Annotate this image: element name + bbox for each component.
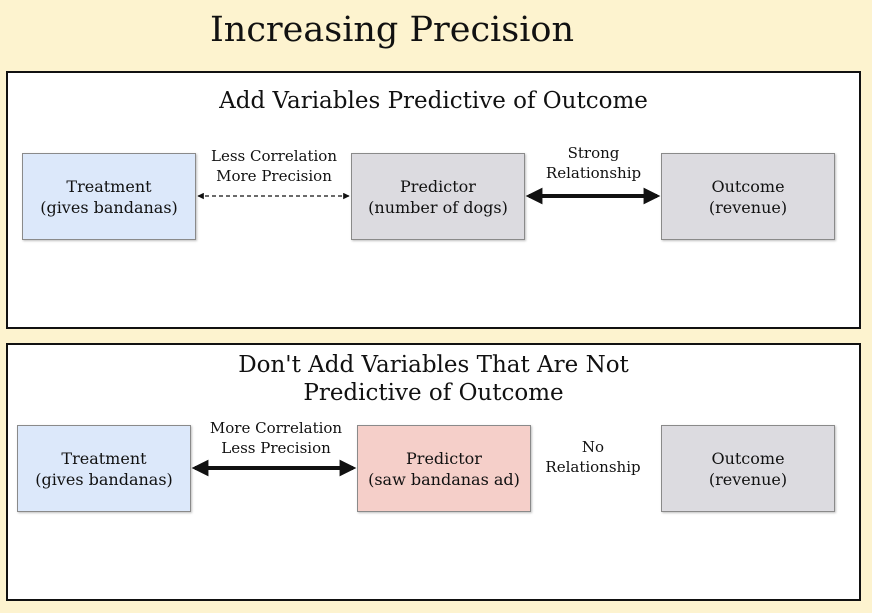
top-left-link-line1: Less Correlation	[211, 147, 337, 165]
top-outcome-box: Outcome (revenue)	[661, 153, 835, 240]
bottom-right-link-label: No Relationship	[531, 437, 655, 477]
bottom-predictor-box: Predictor (saw bandanas ad)	[357, 425, 531, 512]
bottom-right-link-line1: No	[581, 438, 605, 456]
top-treatment-sublabel: (gives bandanas)	[40, 197, 178, 217]
bottom-predictor-label: Predictor	[406, 448, 482, 468]
panel-bottom-title-line1: Don't Add Variables That Are Not	[238, 352, 629, 378]
bottom-treatment-box: Treatment (gives bandanas)	[17, 425, 191, 512]
bottom-treatment-sublabel: (gives bandanas)	[35, 469, 173, 489]
top-right-link-line2: Relationship	[545, 164, 642, 182]
bottom-outcome-sublabel: (revenue)	[708, 469, 788, 489]
diagram-title: Increasing Precision	[209, 10, 575, 50]
bottom-right-link-line2: Relationship	[545, 458, 641, 476]
top-left-link-label: Less Correlation More Precision	[196, 146, 352, 186]
top-predictor-label: Predictor	[400, 176, 476, 196]
bottom-predictor-sublabel: (saw bandanas ad)	[368, 469, 520, 489]
top-predictor-sublabel: (number of dogs)	[368, 197, 508, 217]
top-treatment-box: Treatment (gives bandanas)	[22, 153, 196, 240]
bottom-left-link-label: More Correlation Less Precision	[196, 418, 356, 458]
bottom-treatment-label: Treatment	[61, 448, 147, 468]
top-right-link-label: Strong Relationship	[526, 143, 661, 183]
bottom-outcome-box: Outcome (revenue)	[661, 425, 835, 512]
bottom-left-link-line1: More Correlation	[209, 419, 343, 437]
top-treatment-label: Treatment	[66, 176, 152, 196]
bottom-outcome-label: Outcome	[711, 448, 785, 468]
top-outcome-sublabel: (revenue)	[708, 197, 788, 217]
top-outcome-label: Outcome	[711, 176, 785, 196]
panel-top-title: Add Variables Predictive of Outcome	[219, 88, 648, 114]
panel-bottom-title-line2: Predictive of Outcome	[303, 380, 564, 406]
top-left-link-line2: More Precision	[216, 167, 332, 185]
top-right-link-line1: Strong	[567, 144, 620, 162]
bottom-left-link-line2: Less Precision	[221, 439, 331, 457]
top-predictor-box: Predictor (number of dogs)	[351, 153, 525, 240]
